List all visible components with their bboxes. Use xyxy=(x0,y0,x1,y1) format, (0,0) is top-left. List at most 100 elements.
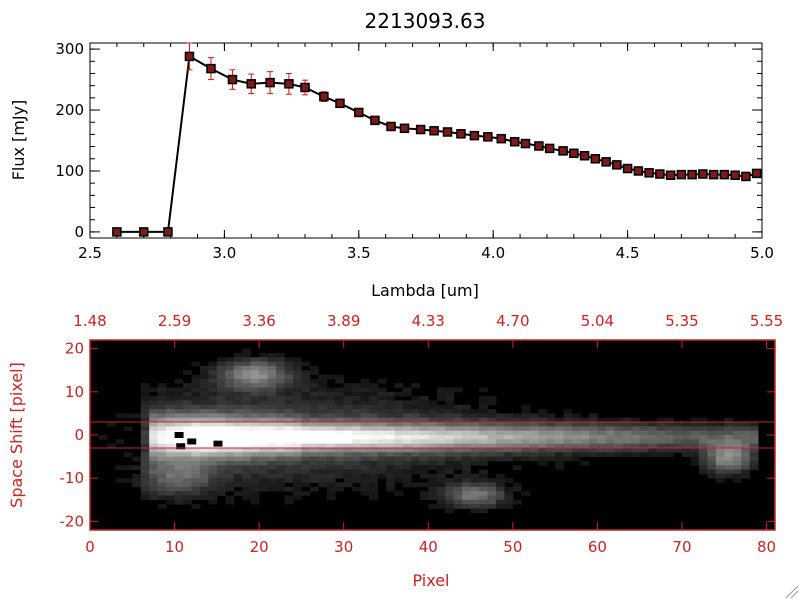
image-cell xyxy=(318,383,328,388)
image-cell xyxy=(724,443,734,449)
image-cell xyxy=(402,409,412,414)
image-cell xyxy=(233,378,243,384)
image-cell xyxy=(360,478,370,483)
image-cell xyxy=(377,417,387,423)
image-cell xyxy=(216,404,226,410)
image-cell xyxy=(174,400,184,406)
image-cell xyxy=(504,495,514,501)
image-cell xyxy=(276,430,285,436)
image-cell xyxy=(445,456,455,462)
image-cell xyxy=(216,365,226,371)
image-cell xyxy=(479,456,488,462)
image-cell xyxy=(284,365,294,371)
image-cell xyxy=(445,499,455,505)
image-cell xyxy=(707,430,717,436)
image-cell xyxy=(157,413,167,419)
image-cell xyxy=(326,456,336,462)
image-cell xyxy=(284,495,294,501)
shift-tick-label: 10 xyxy=(65,383,84,401)
image-cell xyxy=(470,452,480,457)
image-cell xyxy=(749,456,759,462)
image-cell xyxy=(250,443,260,449)
image-cell xyxy=(377,426,387,432)
image-cell xyxy=(580,439,590,445)
image-cell xyxy=(166,426,175,432)
image-cell xyxy=(741,447,751,453)
image-cell xyxy=(495,478,505,483)
image-cell xyxy=(233,473,243,479)
image-cell xyxy=(233,422,243,427)
image-cell xyxy=(309,391,319,397)
image-cell xyxy=(436,413,446,419)
image-cell xyxy=(318,478,328,483)
image-cell xyxy=(326,460,336,466)
image-cell xyxy=(360,452,370,457)
image-cell xyxy=(588,422,598,427)
image-cell xyxy=(495,491,505,496)
image-cell xyxy=(149,447,159,453)
image-cell xyxy=(199,469,209,475)
image-cell xyxy=(698,435,708,440)
image-cell xyxy=(250,396,260,401)
image-cell xyxy=(208,383,218,388)
image-cell xyxy=(352,383,362,388)
image-cell xyxy=(191,430,201,436)
image-cell xyxy=(183,443,192,449)
image-cell xyxy=(326,417,336,423)
image-cell xyxy=(157,396,167,401)
image-cell xyxy=(276,439,285,445)
lambda-tick-label: 5.04 xyxy=(581,312,614,330)
data-point xyxy=(386,121,396,132)
image-cell xyxy=(276,357,285,362)
image-cell xyxy=(487,422,497,427)
image-cell xyxy=(292,495,302,501)
image-cell xyxy=(360,486,370,492)
image-cell xyxy=(259,387,268,393)
image-cell xyxy=(149,400,159,406)
image-cell xyxy=(698,452,708,457)
image-cell xyxy=(174,409,184,414)
image-cell xyxy=(436,422,446,427)
image-cell xyxy=(673,422,683,427)
image-cell xyxy=(428,439,438,445)
image-cell xyxy=(690,430,700,436)
data-point xyxy=(558,146,568,156)
image-cell xyxy=(402,430,412,436)
image-cell xyxy=(199,383,209,388)
image-cell xyxy=(326,374,336,380)
image-cell xyxy=(462,504,471,509)
image-cell xyxy=(225,469,235,475)
image-cell xyxy=(284,357,294,362)
image-cell xyxy=(174,486,184,492)
image-cell xyxy=(174,473,184,479)
shift-tick-label: 20 xyxy=(65,340,84,358)
resize-grip-icon[interactable] xyxy=(785,585,799,599)
image-cell xyxy=(149,387,159,393)
image-cell xyxy=(259,378,268,384)
image-cell xyxy=(183,447,192,453)
image-cell xyxy=(149,486,159,492)
image-cell xyxy=(191,456,201,462)
image-cell xyxy=(512,430,522,436)
image-cell xyxy=(335,430,345,436)
image-cell xyxy=(318,439,328,445)
image-cell xyxy=(453,486,463,492)
image-cell xyxy=(504,456,514,462)
image-cell xyxy=(233,383,243,388)
image-cell xyxy=(487,486,497,492)
image-cell xyxy=(216,478,226,483)
image-cell xyxy=(715,473,725,479)
pixel-tick-label: 80 xyxy=(757,538,776,556)
image-cell xyxy=(309,426,319,432)
image-cell xyxy=(445,469,455,475)
data-point xyxy=(300,82,310,93)
y-axis-label: Flux [mJy] xyxy=(9,100,28,181)
image-cell xyxy=(174,495,184,501)
image-cell xyxy=(639,426,649,432)
image-cell xyxy=(292,439,302,445)
image-cell xyxy=(174,422,184,427)
image-cell xyxy=(741,452,751,457)
image-cell xyxy=(284,374,294,380)
image-cell xyxy=(284,473,294,479)
image-cell xyxy=(199,417,209,423)
